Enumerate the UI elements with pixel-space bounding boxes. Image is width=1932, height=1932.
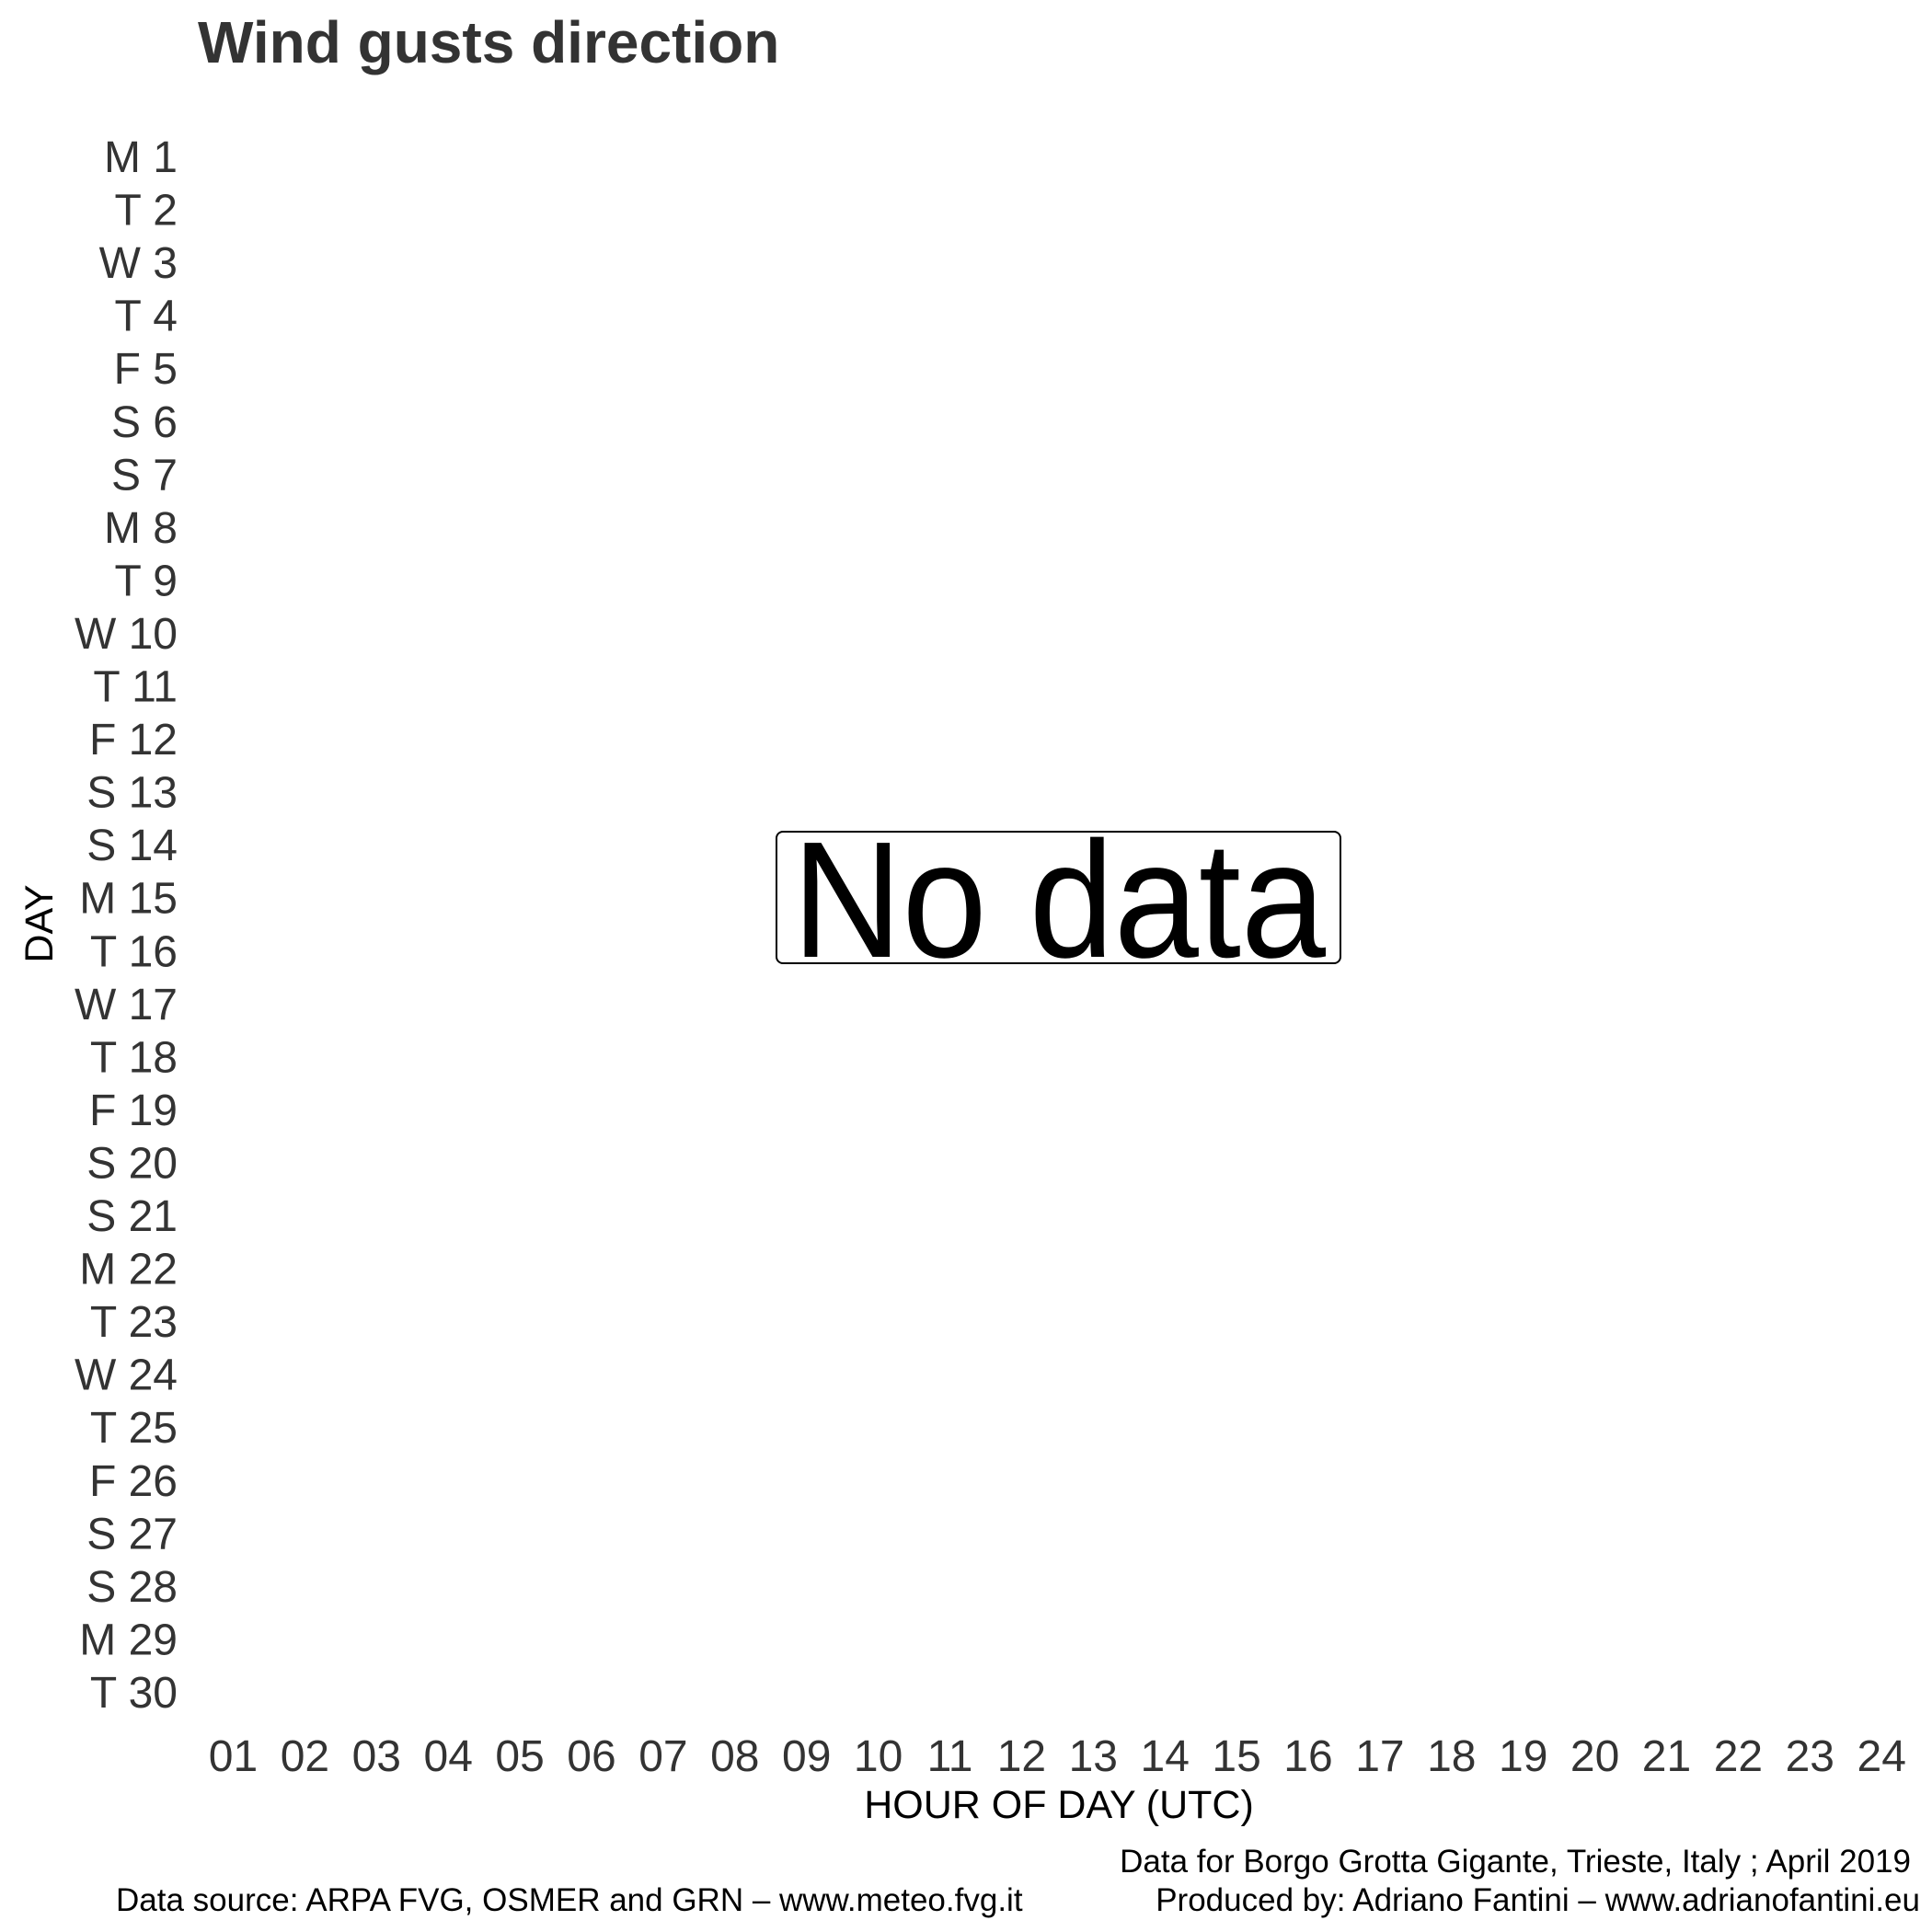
y-tick-label: T 4 (115, 293, 178, 341)
y-tick-label: T 23 (90, 1298, 178, 1347)
x-tick-label: 18 (1427, 1732, 1476, 1781)
x-tick-label: 02 (281, 1732, 329, 1781)
y-tick-label: F 26 (89, 1457, 178, 1506)
y-tick-label: T 16 (90, 927, 178, 976)
chart-title: Wind gusts direction (198, 9, 779, 75)
y-tick-label: M 1 (104, 133, 178, 182)
y-tick-label: M 8 (104, 504, 178, 553)
y-axis-label: DAY (17, 884, 62, 962)
y-tick-label: S 28 (86, 1563, 178, 1612)
y-tick-label: T 18 (90, 1033, 178, 1082)
y-tick-label: F 12 (89, 716, 178, 765)
x-tick-label: 04 (424, 1732, 473, 1781)
y-tick-label: M 29 (79, 1616, 178, 1664)
y-axis-tick-labels: M 1T 2W 3T 4F 5S 6S 7M 8T 9W 10T 11F 12S… (75, 133, 178, 1718)
y-tick-label: S 21 (86, 1192, 178, 1241)
y-tick-label: W 17 (75, 981, 178, 1029)
y-tick-label: M 15 (79, 875, 178, 924)
x-axis-label: HOUR OF DAY (UTC) (864, 1783, 1254, 1827)
x-tick-label: 12 (997, 1732, 1046, 1781)
x-tick-label: 01 (209, 1732, 258, 1781)
y-tick-label: W 3 (99, 239, 178, 288)
x-tick-label: 16 (1283, 1732, 1332, 1781)
y-tick-label: F 5 (114, 345, 178, 394)
y-tick-label: T 25 (90, 1404, 178, 1453)
x-tick-label: 13 (1069, 1732, 1118, 1781)
y-tick-label: S 14 (86, 822, 178, 870)
no-data-annotation: No data (776, 808, 1341, 993)
caption-data-for: Data for Borgo Grotta Gigante, Trieste, … (1120, 1844, 1911, 1880)
x-tick-label: 05 (495, 1732, 544, 1781)
y-tick-label: W 10 (75, 610, 178, 659)
x-tick-label: 19 (1499, 1732, 1547, 1781)
x-tick-label: 11 (927, 1732, 973, 1781)
y-tick-label: S 6 (111, 398, 178, 447)
y-tick-label: S 7 (111, 451, 178, 500)
y-tick-label: F 19 (89, 1087, 178, 1135)
y-tick-label: M 22 (79, 1246, 178, 1294)
no-data-box (776, 831, 1341, 964)
x-tick-label: 23 (1786, 1732, 1834, 1781)
x-tick-label: 17 (1355, 1732, 1404, 1781)
x-tick-label: 20 (1570, 1732, 1619, 1781)
x-tick-label: 08 (710, 1732, 759, 1781)
y-tick-label: S 20 (86, 1140, 178, 1189)
x-tick-label: 03 (352, 1732, 401, 1781)
x-tick-label: 09 (782, 1732, 831, 1781)
y-tick-label: S 27 (86, 1510, 178, 1558)
y-tick-label: T 11 (93, 663, 178, 712)
y-tick-label: T 30 (90, 1669, 178, 1718)
y-tick-label: T 9 (115, 557, 178, 605)
caption-data-source: Data source: ARPA FVG, OSMER and GRN – w… (116, 1882, 1023, 1918)
x-tick-label: 24 (1857, 1732, 1906, 1781)
x-tick-label: 10 (854, 1732, 903, 1781)
y-tick-label: W 24 (75, 1351, 178, 1400)
x-tick-label: 07 (638, 1732, 687, 1781)
no-data-label: No data (792, 808, 1327, 993)
y-tick-label: S 13 (86, 769, 178, 818)
x-axis-tick-labels: 01 02 03 04 05 06 07 08 09 10 11 12 13 14 15 16 17 18 19 20… (209, 1732, 1906, 1781)
x-tick-label: 15 (1212, 1732, 1260, 1781)
x-tick-label: 21 (1642, 1732, 1691, 1781)
x-tick-label: 22 (1714, 1732, 1763, 1781)
y-tick-label: T 2 (115, 187, 178, 236)
x-tick-label: 14 (1141, 1732, 1190, 1781)
caption-produced-by: Produced by: Adriano Fantini – www.adria… (1156, 1882, 1920, 1918)
x-tick-label: 06 (567, 1732, 615, 1781)
